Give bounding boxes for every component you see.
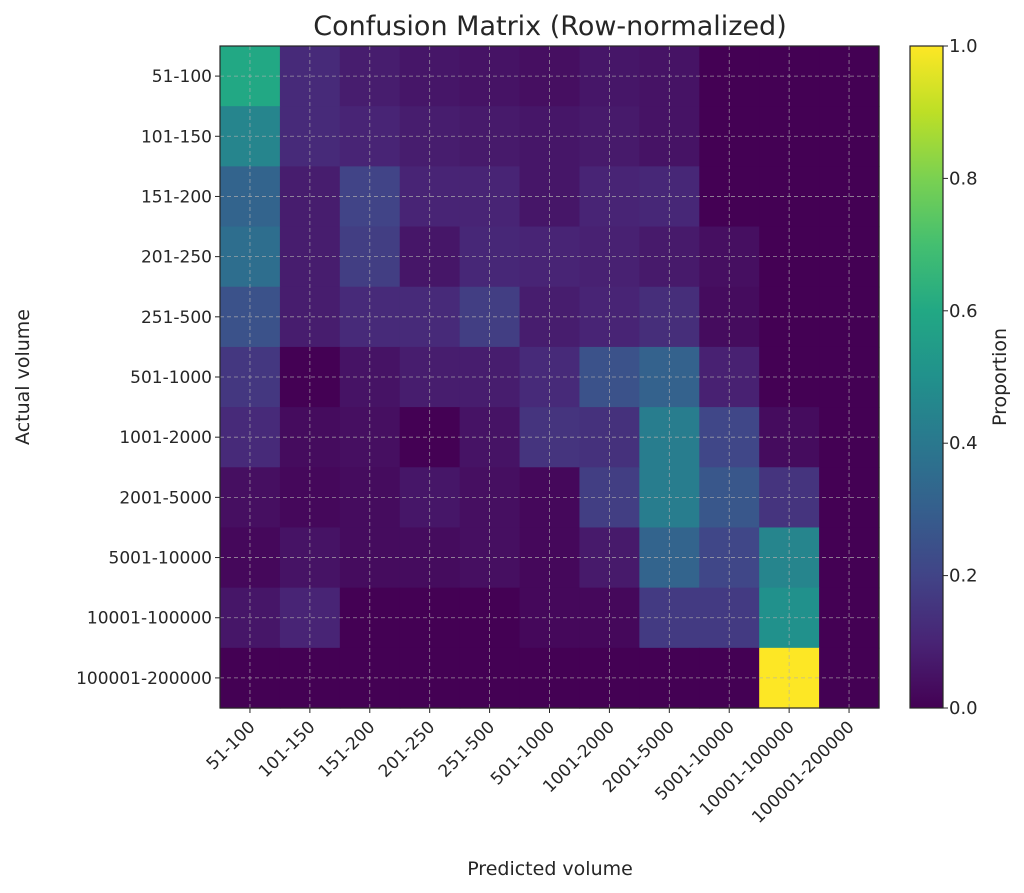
colorbar-tick-label: 0.2 xyxy=(949,566,978,587)
x-tick-label: 100001-200000 xyxy=(748,717,858,827)
colorbar-tick-label: 0.4 xyxy=(949,433,978,454)
heatmap-cell xyxy=(579,286,640,348)
colorbar-tick-label: 0.0 xyxy=(949,698,978,719)
y-tick-label: 10001-100000 xyxy=(87,609,212,629)
chart-title: Confusion Matrix (Row-normalized) xyxy=(313,11,786,42)
y-tick-label: 5001-10000 xyxy=(109,549,212,569)
heatmap-cell xyxy=(819,587,880,649)
y-axis-label: Actual volume xyxy=(12,309,34,445)
colorbar-tick-label: 0.6 xyxy=(949,301,978,322)
x-axis-ticks: 51-100101-150151-200201-250251-500501-10… xyxy=(203,708,859,828)
heatmap-cell xyxy=(279,587,341,649)
x-tick-label: 151-200 xyxy=(315,717,379,781)
y-tick-label: 2001-5000 xyxy=(119,488,212,508)
y-tick-label: 201-250 xyxy=(141,248,212,268)
heatmap-cell xyxy=(699,286,760,348)
heatmap-cell xyxy=(279,407,341,468)
colorbar xyxy=(909,45,944,709)
heatmap-cell xyxy=(819,407,880,468)
y-tick-label: 151-200 xyxy=(141,187,212,207)
y-tick-label: 51-100 xyxy=(152,67,212,87)
y-tick-label: 100001-200000 xyxy=(76,669,212,689)
colorbar-label: Proportion xyxy=(989,328,1011,426)
colorbar-tick-label: 1.0 xyxy=(949,36,978,57)
x-tick-label: 201-250 xyxy=(375,717,439,781)
heatmap-cell xyxy=(699,407,760,468)
y-axis-ticks: 51-100 101-150 151-200 201-250 251-500 501-10… xyxy=(76,67,220,689)
heatmap-cell xyxy=(579,106,640,167)
x-axis-label: Predicted volume xyxy=(467,858,633,880)
heatmap-cell xyxy=(819,286,880,348)
heatmap-cell xyxy=(279,106,341,167)
y-tick-label: 251-500 xyxy=(141,308,212,328)
heatmap-cell xyxy=(819,106,880,167)
y-tick-label: 1001-2000 xyxy=(119,428,212,448)
y-tick-label: 101-150 xyxy=(141,127,212,147)
heatmap-cell xyxy=(699,106,760,167)
x-tick-label: 101-150 xyxy=(255,717,319,781)
heatmap-cell xyxy=(579,407,640,468)
colorbar-tick-label: 0.8 xyxy=(949,168,978,189)
x-tick-label: 51-100 xyxy=(203,717,260,774)
heatmap-cell xyxy=(579,587,640,649)
colorbar-ticks: 0.0 0.2 0.4 0.6 0.8 1.0 xyxy=(943,36,978,719)
y-tick-label: 501-1000 xyxy=(130,368,212,388)
grid-lines xyxy=(220,46,879,708)
heatmap-cell xyxy=(699,587,760,649)
heatmap-cell xyxy=(279,286,341,348)
